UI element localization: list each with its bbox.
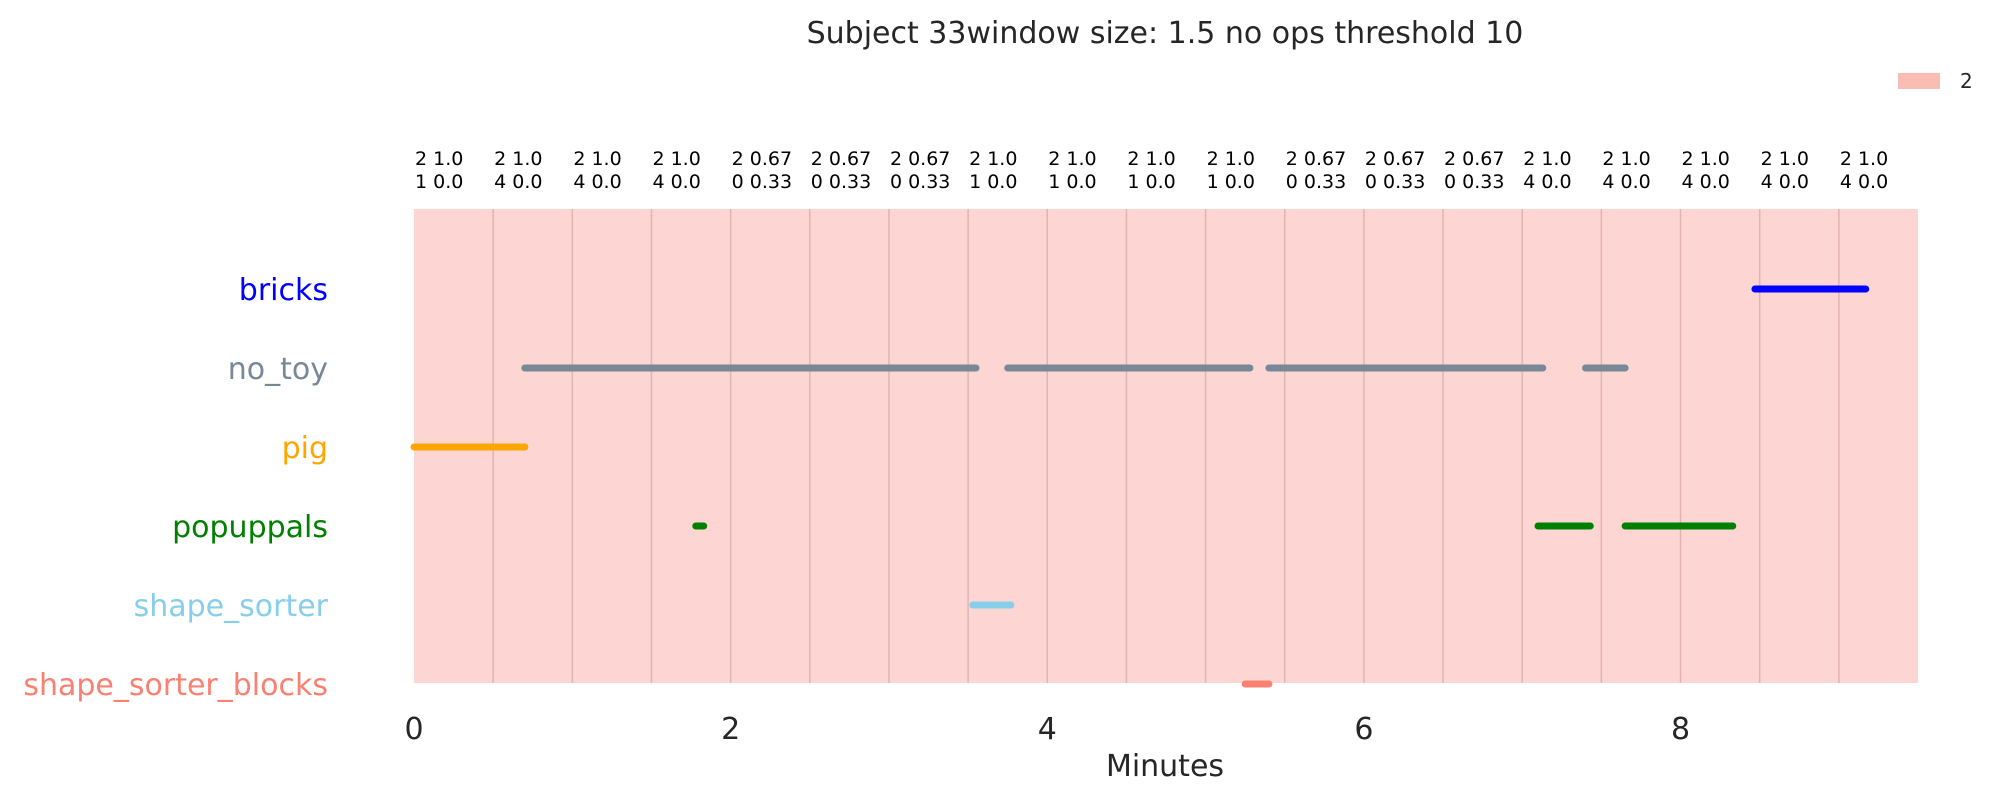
- window-label-line2: 1 0.0: [1207, 171, 1255, 193]
- window-label-line1: 2 1.0: [573, 148, 621, 170]
- x-tick-label: 6: [1354, 712, 1373, 747]
- band-rect: [414, 209, 1918, 683]
- window-label-line2: 4 0.0: [1523, 171, 1571, 193]
- row-label: bricks: [239, 273, 328, 308]
- window-label-line2: 0 0.33: [1444, 171, 1504, 193]
- window-label-line1: 2 1.0: [1207, 148, 1255, 170]
- window-label-line2: 4 0.0: [573, 171, 621, 193]
- x-tick-label: 4: [1038, 712, 1057, 747]
- x-axis-ticks: 0 2 4 6 8: [404, 712, 1690, 747]
- x-tick-label: 8: [1671, 712, 1690, 747]
- window-label-line1: 2 1.0: [1127, 148, 1175, 170]
- window-label-line1: 2 1.0: [1602, 148, 1650, 170]
- row-label: no_toy: [228, 352, 328, 387]
- x-tick-label: 2: [721, 712, 740, 747]
- window-label-line1: 2 0.67: [890, 148, 950, 170]
- window-label-line1: 2 1.0: [415, 148, 463, 170]
- x-axis-label: Minutes: [1106, 749, 1224, 784]
- row-label: shape_sorter_blocks: [23, 668, 328, 703]
- window-gridlines: [492, 209, 1840, 683]
- window-label-line1: 2 1.0: [494, 148, 542, 170]
- window-label-line2: 4 0.0: [494, 171, 542, 193]
- row-label: shape_sorter: [134, 589, 329, 624]
- x-tick-label: 0: [404, 712, 423, 747]
- window-label-line2: 4 0.0: [652, 171, 700, 193]
- window-label-line1: 2 0.67: [732, 148, 792, 170]
- window-label-line1: 2 0.67: [811, 148, 871, 170]
- window-label-line1: 2 1.0: [969, 148, 1017, 170]
- legend: 2: [1898, 69, 1973, 93]
- window-label-line2: 4 0.0: [1840, 171, 1888, 193]
- window-labels: 2 1.01 0.02 1.04 0.02 1.04 0.02 1.04 0.0…: [415, 148, 1888, 193]
- window-label-line2: 1 0.0: [969, 171, 1017, 193]
- window-label-line1: 2 0.67: [1444, 148, 1504, 170]
- window-label-line2: 4 0.0: [1602, 171, 1650, 193]
- window-label-line2: 0 0.33: [732, 171, 792, 193]
- window-label-line1: 2 1.0: [1682, 148, 1730, 170]
- window-label-line2: 0 0.33: [811, 171, 871, 193]
- legend-swatch: [1898, 73, 1940, 89]
- window-label-line2: 4 0.0: [1682, 171, 1730, 193]
- row-label: popuppals: [172, 510, 328, 545]
- row-label: pig: [282, 431, 328, 466]
- activity-segments: [410, 285, 1870, 688]
- window-label-line2: 4 0.0: [1761, 171, 1809, 193]
- window-label-line1: 2 0.67: [1365, 148, 1425, 170]
- legend-label: 2: [1960, 69, 1973, 93]
- window-label-line1: 2 1.0: [652, 148, 700, 170]
- window-label-line1: 2 0.67: [1286, 148, 1346, 170]
- window-label-line1: 2 1.0: [1048, 148, 1096, 170]
- window-label-line1: 2 1.0: [1761, 148, 1809, 170]
- chart-title: Subject 33window size: 1.5 no ops thresh…: [807, 16, 1524, 51]
- window-label-line2: 1 0.0: [415, 171, 463, 193]
- window-label-line2: 0 0.33: [1365, 171, 1425, 193]
- window-label-line2: 0 0.33: [1286, 171, 1346, 193]
- background-band: [414, 209, 1918, 683]
- window-label-line2: 1 0.0: [1048, 171, 1096, 193]
- window-label-line2: 0 0.33: [890, 171, 950, 193]
- window-label-line1: 2 1.0: [1523, 148, 1571, 170]
- window-label-line2: 1 0.0: [1127, 171, 1175, 193]
- window-label-line1: 2 1.0: [1840, 148, 1888, 170]
